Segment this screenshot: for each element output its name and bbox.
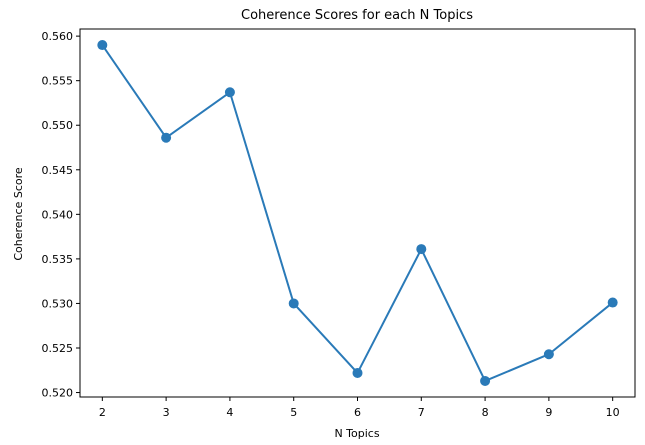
y-tick-label: 0.560 <box>42 30 74 43</box>
y-tick-label: 0.530 <box>42 297 74 310</box>
x-tick-label: 9 <box>545 406 552 419</box>
data-point <box>161 132 172 143</box>
y-axis-label: Coherence Score <box>12 167 25 261</box>
data-point <box>224 87 235 98</box>
x-tick-label: 5 <box>290 406 297 419</box>
x-axis-label: N Topics <box>334 427 379 440</box>
data-point <box>480 375 491 386</box>
data-point <box>543 349 554 360</box>
y-tick-label: 0.535 <box>42 253 74 266</box>
x-tick-label: 2 <box>99 406 106 419</box>
x-axis-ticks: 2 3 4 5 6 7 8 9 10 <box>99 397 620 419</box>
y-tick-label: 0.520 <box>42 387 74 400</box>
data-point <box>288 298 299 309</box>
y-tick-label: 0.545 <box>42 164 74 177</box>
data-point <box>97 40 108 51</box>
y-tick-label: 0.540 <box>42 208 74 221</box>
chart-title: Coherence Scores for each N Topics <box>241 8 473 23</box>
series-line <box>101 44 614 382</box>
x-tick-label: 7 <box>418 406 425 419</box>
y-tick-label: 0.555 <box>42 75 74 88</box>
x-tick-label: 10 <box>606 406 620 419</box>
y-tick-label: 0.525 <box>42 342 74 355</box>
data-point <box>607 297 618 308</box>
data-point <box>416 244 427 255</box>
plot-frame <box>79 28 636 398</box>
y-axis-ticks: 0.520 0.525 0.530 0.535 0.540 0.545 0.550 0.555… <box>42 30 80 400</box>
x-tick-label: 6 <box>354 406 361 419</box>
data-point <box>352 367 363 378</box>
x-tick-label: 4 <box>226 406 233 419</box>
x-tick-label: 3 <box>163 406 170 419</box>
y-tick-label: 0.550 <box>42 119 74 132</box>
x-tick-label: 8 <box>482 406 489 419</box>
plot-series <box>97 40 618 386</box>
